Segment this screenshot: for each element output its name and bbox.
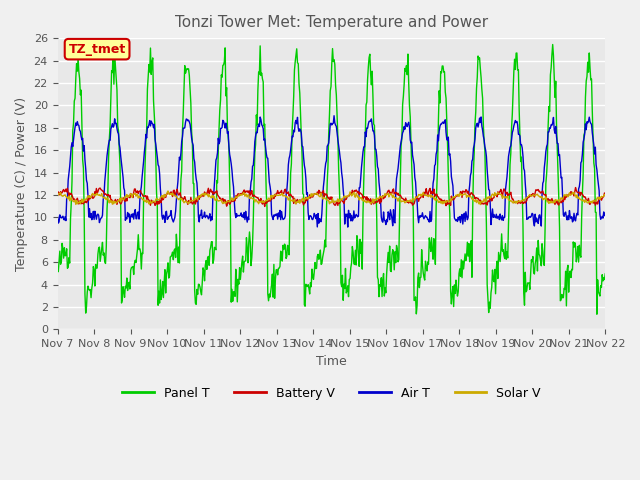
X-axis label: Time: Time: [316, 355, 347, 368]
Text: TZ_tmet: TZ_tmet: [68, 43, 125, 56]
Title: Tonzi Tower Met: Temperature and Power: Tonzi Tower Met: Temperature and Power: [175, 15, 488, 30]
Legend: Panel T, Battery V, Air T, Solar V: Panel T, Battery V, Air T, Solar V: [118, 382, 545, 405]
Y-axis label: Temperature (C) / Power (V): Temperature (C) / Power (V): [15, 96, 28, 271]
